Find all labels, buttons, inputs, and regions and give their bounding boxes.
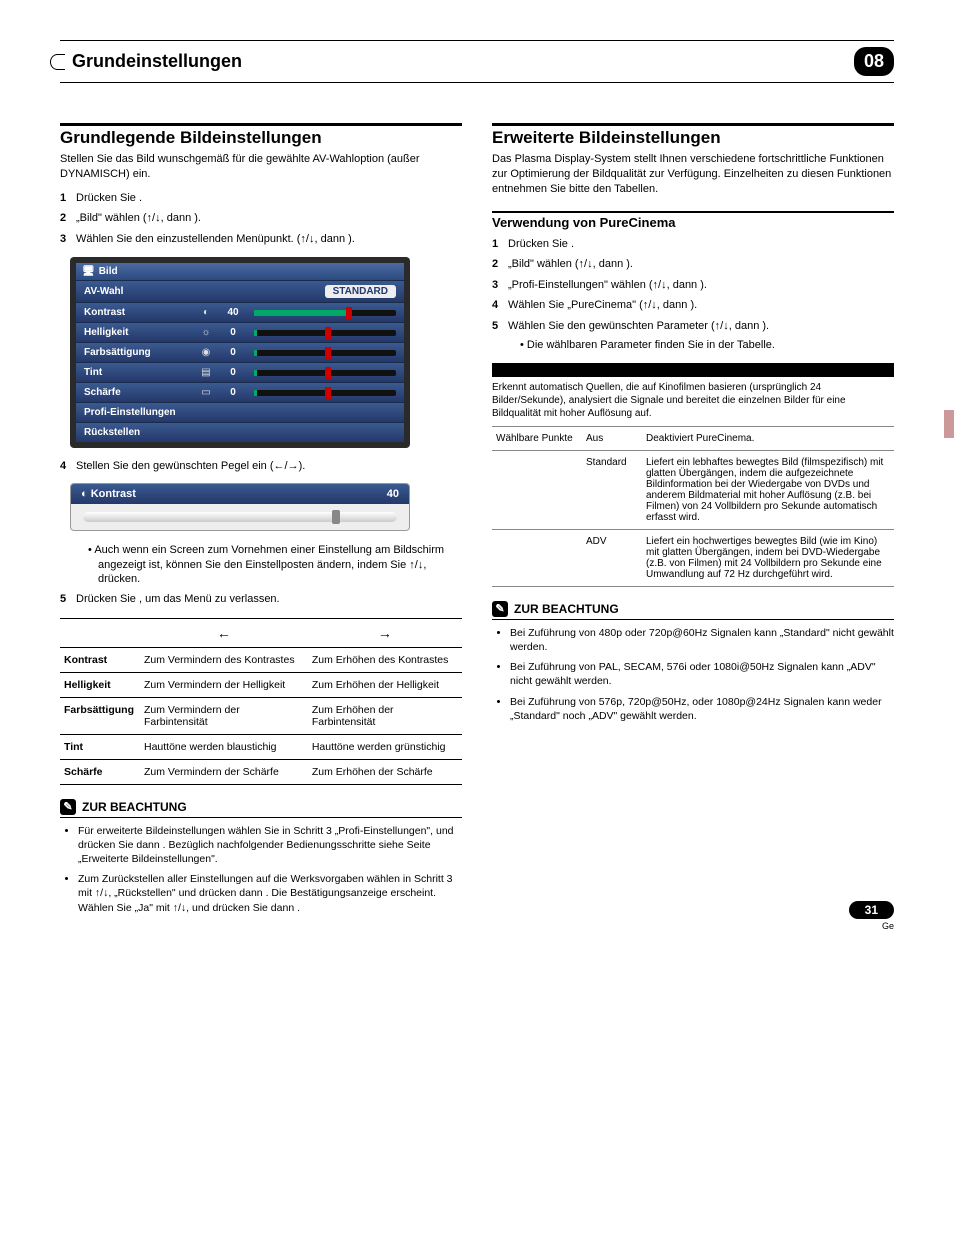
left-step-5: 5Drücken Sie , um das Menü zu verlassen.	[60, 591, 462, 608]
osd-menu-title: 🖥 Bild	[76, 263, 404, 280]
osd-menu: 🖥 Bild AV-WahlSTANDARDKontrast◐40Helligk…	[70, 257, 410, 448]
t: ZUR BEACHTUNG	[514, 602, 619, 616]
t: .	[571, 238, 574, 250]
adjust-table: ←→ KontrastZum Vermindern des Kontrastes…	[60, 618, 462, 785]
right-subsection-title: Verwendung von PureCinema	[492, 211, 894, 230]
right-arrow-icon: →	[308, 618, 462, 647]
t: Auch wenn ein Screen zum Vornehmen einer…	[94, 544, 444, 586]
osd-menu-row: Schärfe▭0	[76, 382, 404, 402]
left-intro: Stellen Sie das Bild wunschgemäß für die…	[60, 152, 462, 182]
table-row: StandardLiefert ein lebhaftes bewegtes B…	[492, 450, 894, 529]
t: , dann	[729, 320, 763, 332]
left-column: Grundlegende Bildeinstellungen Stellen S…	[60, 123, 462, 921]
t: , um das Menü zu verlassen.	[139, 593, 280, 605]
t: Drücken Sie	[76, 593, 139, 605]
side-tab	[944, 410, 954, 438]
t: Wählen Sie „PureCinema" (	[508, 299, 643, 311]
pc-description: Erkennt automatisch Quellen, die auf Kin…	[492, 381, 894, 420]
rule	[60, 123, 462, 126]
t: Kontrast	[91, 488, 136, 500]
right-note-list: Bei Zuführung von 480p oder 720p@60Hz Si…	[492, 626, 894, 723]
t: ).	[626, 258, 633, 270]
osd-menu-row: AV-WahlSTANDARD	[76, 280, 404, 302]
right-intro: Das Plasma Display-System stellt Ihnen v…	[492, 152, 894, 197]
page-number: 31	[849, 901, 894, 919]
t: Wählen Sie den einzustellenden Menüpunkt…	[76, 233, 300, 245]
note-icon: ✎	[492, 601, 508, 617]
t: „Bild" wählen (	[508, 258, 579, 270]
list-item: Zum Zurückstellen aller Einstellungen au…	[78, 872, 462, 915]
t: ).	[194, 212, 201, 224]
right-step-2: 2„Bild" wählen (↑/↓, dann ).	[492, 256, 894, 273]
t: Bild	[99, 266, 118, 277]
page-header: Grundeinstellungen 08	[60, 40, 894, 83]
table-row: Wählbare PunkteAusDeaktiviert PureCinema…	[492, 426, 894, 450]
page-footer: 31 Ge	[849, 901, 894, 931]
chapter-badge: 08	[854, 47, 894, 76]
left-arrow-icon: ←	[140, 618, 308, 647]
t: , dann	[161, 212, 195, 224]
osd-menu-row: Kontrast◐40	[76, 302, 404, 322]
table-row: FarbsättigungZum Vermindern der Farbinte…	[60, 697, 462, 734]
list-item: Bei Zuführung von PAL, SECAM, 576i oder …	[510, 660, 894, 688]
table-row: ADVLiefert ein hochwertiges bewegtes Bil…	[492, 529, 894, 586]
left-note-list: Für erweiterte Bildeinstellungen wählen …	[60, 824, 462, 915]
t: ).	[690, 299, 697, 311]
t: ).	[299, 460, 306, 472]
t: ).	[700, 279, 707, 291]
left-step-3: 3Wählen Sie den einzustellenden Menüpunk…	[60, 231, 462, 248]
osd-menu-row: Helligkeit☼0	[76, 322, 404, 342]
left-note-header: ✎ ZUR BEACHTUNG	[60, 799, 462, 818]
table-row: KontrastZum Vermindern des KontrastesZum…	[60, 647, 462, 672]
t: „Bild" wählen (	[76, 212, 147, 224]
right-sub-bullet: • Die wählbaren Parameter finden Sie in …	[492, 338, 894, 353]
list-item: Bei Zuführung von 480p oder 720p@60Hz Si…	[510, 626, 894, 654]
osd-menu-row: Farbsättigung◉0	[76, 342, 404, 362]
left-section-title: Grundlegende Bildeinstellungen	[60, 128, 462, 148]
black-bar	[492, 363, 894, 377]
t: ZUR BEACHTUNG	[82, 800, 187, 814]
t: , dann	[657, 299, 691, 311]
table-row: SchärfeZum Vermindern der SchärfeZum Erh…	[60, 759, 462, 784]
osd-menu-row: Profi-Einstellungen	[76, 402, 404, 422]
right-step-5: 5Wählen Sie den gewünschten Parameter (↑…	[492, 318, 894, 335]
header-title: Grundeinstellungen	[60, 51, 242, 72]
note-icon: ✎	[60, 799, 76, 815]
table-row: TintHauttöne werden blaustichigHauttöne …	[60, 734, 462, 759]
list-item: Für erweiterte Bildeinstellungen wählen …	[78, 824, 462, 867]
right-step-3: 3„Profi-Einstellungen" wählen (↑/↓, dann…	[492, 277, 894, 294]
list-item: Bei Zuführung von 576p, 720p@50Hz, oder …	[510, 695, 894, 723]
t: Drücken Sie	[508, 238, 571, 250]
left-sub-bullet: • Auch wenn ein Screen zum Vornehmen ein…	[60, 543, 462, 588]
contrast-popup: ◐ Kontrast 40	[70, 483, 410, 531]
left-step-2: 2„Bild" wählen (↑/↓, dann ).	[60, 210, 462, 227]
t: , dann	[314, 233, 348, 245]
right-section-title: Erweiterte Bildeinstellungen	[492, 128, 894, 148]
t: ).	[348, 233, 355, 245]
contrast-value: 40	[387, 488, 399, 500]
t: Wählen Sie den gewünschten Parameter (	[508, 320, 715, 332]
t: „Profi-Einstellungen" wählen (	[508, 279, 653, 291]
content-columns: Grundlegende Bildeinstellungen Stellen S…	[60, 123, 894, 921]
purecinema-table: Wählbare PunkteAusDeaktiviert PureCinema…	[492, 426, 894, 587]
t: Drücken Sie	[76, 192, 139, 204]
t: Stellen Sie den gewünschten Pegel ein (	[76, 460, 274, 472]
left-step-4: 4Stellen Sie den gewünschten Pegel ein (…	[60, 458, 462, 475]
t: Die wählbaren Parameter finden Sie in de…	[527, 339, 775, 351]
right-note-header: ✎ ZUR BEACHTUNG	[492, 601, 894, 620]
right-column: Erweiterte Bildeinstellungen Das Plasma …	[492, 123, 894, 921]
table-row: HelligkeitZum Vermindern der HelligkeitZ…	[60, 672, 462, 697]
osd-menu-row: Rückstellen	[76, 422, 404, 442]
t: , dann	[593, 258, 627, 270]
rule	[492, 123, 894, 126]
page-lang: Ge	[849, 921, 894, 931]
right-step-1: 1Drücken Sie .	[492, 236, 894, 253]
right-step-4: 4Wählen Sie „PureCinema" (↑/↓, dann ).	[492, 297, 894, 314]
t: ).	[762, 320, 769, 332]
osd-menu-row: Tint▤0	[76, 362, 404, 382]
t: , dann	[667, 279, 701, 291]
left-step-1: 1Drücken Sie .	[60, 190, 462, 207]
